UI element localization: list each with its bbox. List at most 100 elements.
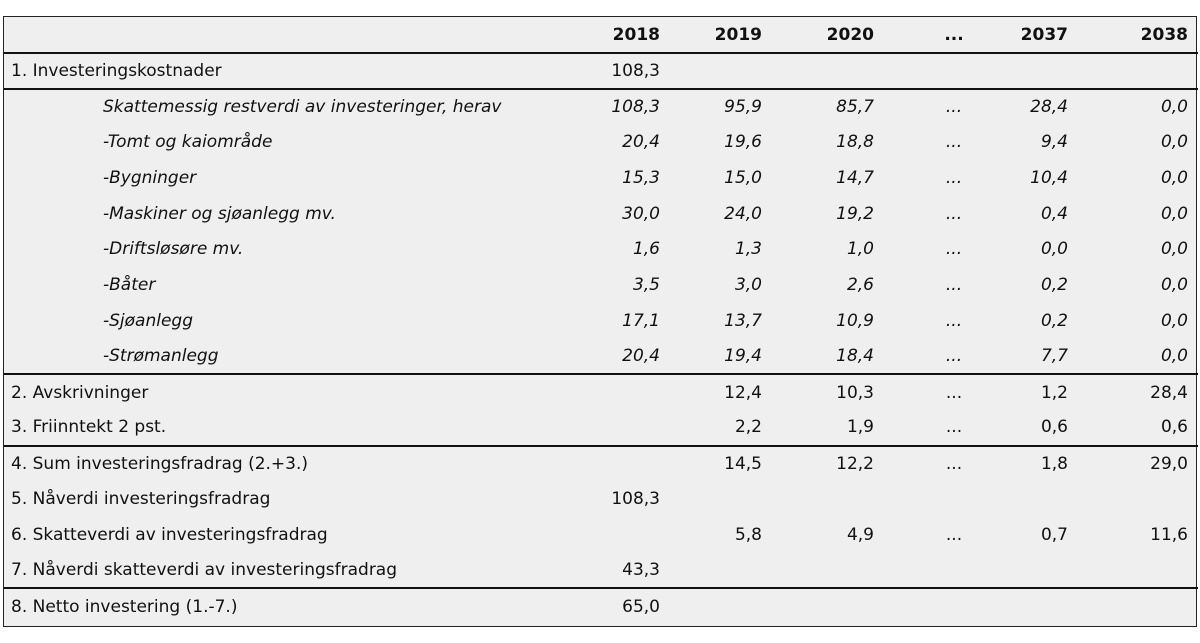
value-cell — [790, 587, 902, 624]
value-cell: 1,6 — [632, 239, 660, 260]
value-cell: 12,4 — [690, 373, 790, 410]
row-label: 5. Nåverdi investeringsfradrag — [11, 489, 271, 510]
value-cell — [690, 52, 790, 89]
value-cell: 14,5 — [690, 444, 790, 482]
table-row: 1. Investeringskostnader 108,3 — [4, 52, 1198, 89]
value-cell: 15,3 — [622, 167, 660, 188]
value-cell: 65,0 — [590, 587, 690, 624]
column-header: 2018 — [612, 24, 660, 45]
value-cell: 18,8 — [836, 132, 874, 153]
value-cell: 17,1 — [622, 310, 660, 331]
row-label: 2. Avskrivninger — [4, 373, 590, 410]
investment-table-frame: 2018 2019 2020... 2037 2038 1. Investeringsko… — [3, 16, 1198, 627]
value-cell: 13,7 — [724, 310, 762, 331]
value-cell: 0,0 — [1160, 203, 1188, 224]
table-row: -Maskiner og sjøanlegg mv. 30,0 24,0 19,2..… — [4, 196, 1198, 232]
row-label: -Maskiner og sjøanlegg mv. — [103, 203, 336, 224]
value-cell: 19,6 — [724, 132, 762, 153]
value-cell: ... — [945, 274, 963, 295]
value-cell — [690, 481, 790, 517]
value-cell — [902, 587, 1006, 624]
row-label: 1. Investeringskostnader — [4, 52, 590, 89]
value-cell: ... — [945, 524, 963, 545]
value-cell: 0,0 — [1160, 310, 1188, 331]
value-cell — [902, 553, 1006, 589]
value-cell: 0,6 — [1040, 417, 1068, 438]
value-cell: 4,9 — [846, 524, 874, 545]
value-cell: 2,2 — [734, 417, 762, 438]
value-cell: 30,0 — [622, 203, 660, 224]
value-cell — [1094, 553, 1198, 589]
value-cell: 28,4 — [1094, 373, 1198, 410]
value-cell: 108,3 — [611, 489, 660, 510]
value-cell: 20,4 — [622, 345, 660, 366]
value-cell: 9,4 — [1040, 132, 1068, 153]
value-cell — [1094, 52, 1198, 89]
row-label: 4. Sum investeringsfradrag (2.+3.) — [4, 444, 590, 482]
value-cell: 7,7 — [1040, 345, 1068, 366]
table-row: 8. Netto investering (1.-7.) 65,0 — [4, 587, 1198, 624]
column-header: 2037 — [1020, 24, 1068, 45]
value-cell — [790, 553, 902, 589]
value-cell: ... — [902, 87, 1006, 125]
value-cell: 19,4 — [724, 345, 762, 366]
value-cell: 5,8 — [734, 524, 762, 545]
row-label: -Båter — [103, 274, 156, 295]
value-cell — [590, 517, 690, 553]
value-cell: 10,3 — [790, 373, 902, 410]
value-cell: 0,6 — [1160, 417, 1188, 438]
column-header: ... — [944, 24, 964, 45]
value-cell: 20,4 — [622, 132, 660, 153]
value-cell: 15,0 — [724, 167, 762, 188]
value-cell: 1,9 — [846, 417, 874, 438]
value-cell: 0,0 — [1040, 239, 1068, 260]
investment-table: 2018 2019 2020... 2037 2038 1. Investeringsko… — [4, 17, 1198, 624]
value-cell — [590, 373, 690, 410]
value-cell — [1006, 553, 1094, 589]
table-row: -Sjøanlegg 17,1 13,7 10,9... 0,2 0,0 — [4, 303, 1198, 339]
value-cell: ... — [945, 239, 963, 260]
value-cell: 3,0 — [734, 274, 762, 295]
value-cell: 0,2 — [1040, 310, 1068, 331]
value-cell: 0,4 — [1040, 203, 1068, 224]
value-cell: 14,7 — [836, 167, 874, 188]
value-cell — [790, 481, 902, 517]
value-cell: 0,0 — [1160, 132, 1188, 153]
value-cell: 10,9 — [836, 310, 874, 331]
table-row: -Bygninger 15,3 15,0 14,7... 10,4 0,0 — [4, 160, 1198, 196]
value-cell: 29,0 — [1094, 444, 1198, 482]
table-row: 3. Friinntekt 2 pst. 2,2 1,9... 0,6 0,6 — [4, 410, 1198, 446]
value-cell — [590, 410, 690, 446]
value-cell: ... — [945, 345, 963, 366]
value-cell — [1006, 52, 1094, 89]
column-header: 2020 — [826, 24, 874, 45]
value-cell — [902, 52, 1006, 89]
value-cell — [902, 481, 1006, 517]
value-cell: 24,0 — [724, 203, 762, 224]
value-cell: 0,7 — [1040, 524, 1068, 545]
table-row: -Strømanlegg 20,4 19,4 18,4... 7,7 0,0 — [4, 339, 1198, 375]
value-cell: 43,3 — [622, 559, 660, 580]
column-header: 2019 — [714, 24, 762, 45]
value-cell: 0,0 — [1160, 274, 1188, 295]
value-cell: 1,0 — [846, 239, 874, 260]
value-cell — [790, 52, 902, 89]
value-cell: 1,3 — [734, 239, 762, 260]
value-cell — [690, 553, 790, 589]
value-cell — [1006, 587, 1094, 624]
row-label: -Tomt og kaiområde — [103, 132, 273, 153]
row-label: 6. Skatteverdi av investeringsfradrag — [11, 524, 328, 545]
table-row: 7. Nåverdi skatteverdi av investeringsfr… — [4, 553, 1198, 589]
value-cell: 0,2 — [1040, 274, 1068, 295]
value-cell: 2,6 — [846, 274, 874, 295]
value-cell — [1006, 481, 1094, 517]
value-cell: 28,4 — [1006, 87, 1094, 125]
value-cell: 3,5 — [632, 274, 660, 295]
value-cell: ... — [945, 310, 963, 331]
header-label-cell — [4, 17, 590, 53]
table-row: 6. Skatteverdi av investeringsfradrag 5,8… — [4, 517, 1198, 553]
value-cell: ... — [945, 132, 963, 153]
table-row: -Tomt og kaiområde 20,4 19,6 18,8... 9,4 0,0 — [4, 124, 1198, 160]
table-row: -Driftsløsøre mv. 1,6 1,3 1,0... 0,0 0,0 — [4, 231, 1198, 267]
value-cell: ... — [902, 373, 1006, 410]
